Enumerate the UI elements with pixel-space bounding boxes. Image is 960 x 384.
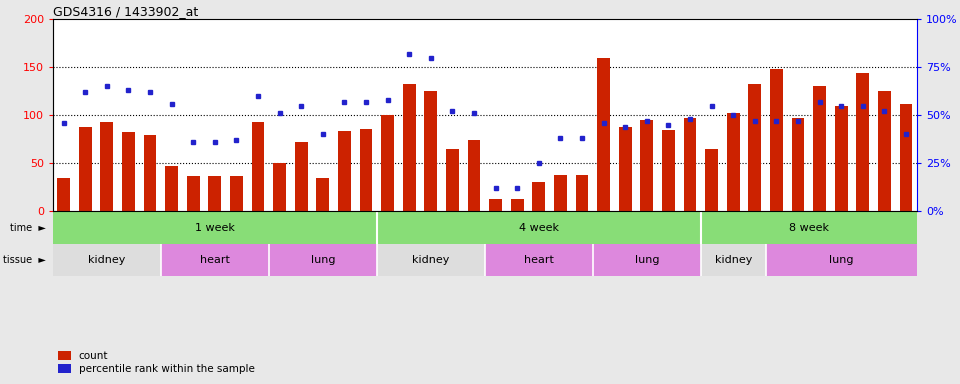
Bar (252, 122, 265, 211)
Bar (813, 86, 827, 211)
Bar (766, 244, 917, 276)
Bar (274, 163, 286, 211)
Bar (511, 199, 524, 211)
Text: lung: lung (828, 255, 853, 265)
Bar (53, 211, 376, 244)
Bar (593, 244, 701, 276)
Text: 8 week: 8 week (789, 222, 828, 233)
Bar (706, 149, 718, 211)
Bar (835, 106, 848, 211)
Bar (230, 176, 243, 211)
Bar (165, 166, 179, 211)
Bar (684, 118, 697, 211)
Bar (53, 244, 161, 276)
Bar (490, 199, 502, 211)
Bar (101, 122, 113, 211)
Bar (377, 244, 485, 276)
Bar (295, 142, 307, 211)
Bar (317, 178, 329, 211)
Bar (701, 244, 766, 276)
Bar (554, 175, 567, 211)
Bar (749, 84, 761, 211)
Text: lung: lung (635, 255, 660, 265)
Text: lung: lung (310, 255, 335, 265)
Bar (122, 132, 134, 211)
Bar (381, 115, 395, 211)
Bar (619, 127, 632, 211)
Bar (878, 91, 891, 211)
Bar (856, 73, 870, 211)
Bar (58, 178, 70, 211)
Bar (597, 58, 611, 211)
Text: time  ►: time ► (11, 222, 46, 233)
Bar (424, 91, 438, 211)
Text: 4 week: 4 week (518, 222, 559, 233)
Bar (161, 244, 269, 276)
Bar (403, 84, 416, 211)
Bar (446, 149, 459, 211)
Bar (144, 136, 156, 211)
Bar (208, 176, 222, 211)
Bar (640, 120, 654, 211)
Legend: count, percentile rank within the sample: count, percentile rank within the sample (58, 351, 254, 374)
Bar (532, 182, 545, 211)
Bar (727, 113, 740, 211)
Bar (792, 118, 804, 211)
Bar (269, 244, 376, 276)
Bar (701, 211, 917, 244)
Text: kidney: kidney (88, 255, 126, 265)
Text: 1 week: 1 week (195, 222, 235, 233)
Bar (770, 69, 783, 211)
Text: GDS4316 / 1433902_at: GDS4316 / 1433902_at (53, 5, 198, 18)
Bar (187, 176, 200, 211)
Bar (468, 140, 481, 211)
Bar (377, 211, 701, 244)
Bar (662, 130, 675, 211)
Text: heart: heart (524, 255, 554, 265)
Text: tissue  ►: tissue ► (4, 255, 46, 265)
Text: heart: heart (200, 255, 229, 265)
Bar (900, 104, 913, 211)
Bar (338, 131, 351, 211)
Text: kidney: kidney (412, 255, 449, 265)
Bar (360, 129, 372, 211)
Text: kidney: kidney (714, 255, 752, 265)
Bar (576, 175, 588, 211)
Bar (79, 127, 92, 211)
Bar (485, 244, 593, 276)
